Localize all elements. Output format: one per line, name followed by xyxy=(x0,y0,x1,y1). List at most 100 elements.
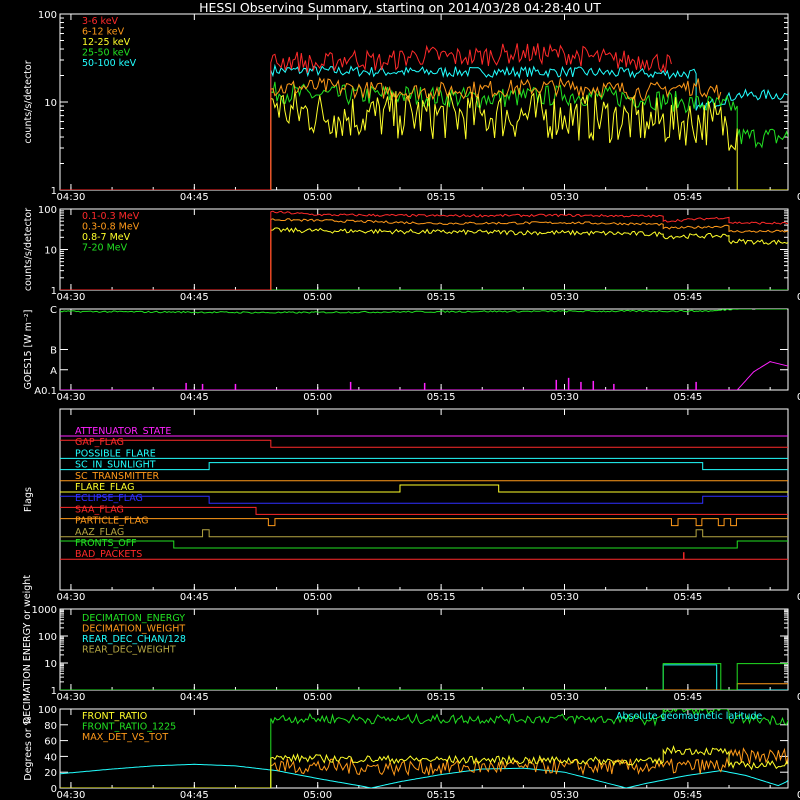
legend-entry: DECIMATION_WEIGHT xyxy=(82,624,185,635)
x-tick-label: 05:00 xyxy=(303,392,332,403)
panel-frame xyxy=(59,408,789,591)
x-tick-label: 05:15 xyxy=(427,592,456,603)
x-tick-label: 05:30 xyxy=(550,392,579,403)
series-line-1 xyxy=(60,709,788,788)
x-tick-label: 04:45 xyxy=(180,790,209,800)
x-tick-label: 05:45 xyxy=(673,592,702,603)
legend-entry: 0.3-0.8 MeV xyxy=(82,222,140,233)
x-tick-label: 05:15 xyxy=(427,292,456,303)
x-tick-label: 04:30 xyxy=(57,592,86,603)
x-tick-label: 06:00 xyxy=(797,292,800,303)
x-tick-label: 05:00 xyxy=(303,292,332,303)
y-tick-label: A xyxy=(50,366,57,377)
y-tick-label: 100 xyxy=(38,632,57,643)
x-tick-label: 05:45 xyxy=(673,192,702,203)
legend-entry: 12-25 keV xyxy=(82,37,131,48)
y-tick-label: 10 xyxy=(44,98,57,109)
x-tick-label: 05:30 xyxy=(550,592,579,603)
series-line-2 xyxy=(60,664,788,690)
x-tick-label: 04:45 xyxy=(180,292,209,303)
flag-line xyxy=(60,439,788,448)
flag-label: ATTENUATOR_STATE xyxy=(75,426,171,437)
flag-label: SC_IN_SUNLIGHT xyxy=(75,460,156,471)
y-tick-label: 100 xyxy=(38,205,57,216)
panel-p2: counts/s/detector 04:30 04:45 05:00 05:15 05:… xyxy=(23,205,800,303)
flag-label: PARTICLE_FLAG xyxy=(75,516,148,527)
x-tick-label: 05:00 xyxy=(303,790,332,800)
y-tick-label: 1 xyxy=(51,686,57,697)
flag-label: SAA_FLAG xyxy=(75,504,124,515)
legend-entry: REAR_DEC_WEIGHT xyxy=(82,645,176,656)
y-tick-label: 40 xyxy=(44,752,57,763)
legend-entry: DECIMATION_ENERGY xyxy=(82,613,185,624)
x-tick-label: 05:30 xyxy=(550,292,579,303)
flag-label: AAZ_FLAG xyxy=(75,527,124,538)
y-tick-label: A0.1 xyxy=(34,386,57,397)
series-group xyxy=(60,663,788,690)
series-group xyxy=(60,709,788,788)
y-tick-label: B xyxy=(50,346,57,357)
x-tick-label: 04:30 xyxy=(57,392,86,403)
x-tick-label: 06:00 xyxy=(797,790,800,800)
legend-entry: Absolute geomagnetic latitude xyxy=(616,711,762,722)
legend-entry: 6-12 keV xyxy=(82,27,125,38)
legend-entry: 3-6 keV xyxy=(82,16,119,27)
series-line-4 xyxy=(60,63,788,190)
series-line-3 xyxy=(60,763,788,788)
flag-label: GAP_FLAG xyxy=(75,437,124,448)
x-tick-label: 05:45 xyxy=(673,790,702,800)
legend-entry: 0.1-0.3 MeV xyxy=(82,211,140,222)
flag-line xyxy=(60,462,788,471)
chart-title: HESSI Observing Summary, starting on 201… xyxy=(199,0,601,15)
y-tick-label: 20 xyxy=(44,768,57,779)
x-tick-label: 04:45 xyxy=(180,592,209,603)
series-line-0 xyxy=(60,663,788,690)
y-tick-label: 100 xyxy=(38,705,57,716)
legend-entry: FRONT_RATIO_1225 xyxy=(82,722,176,733)
y-axis-label: counts/s/detector xyxy=(23,208,34,291)
flag-line xyxy=(60,518,788,527)
x-tick-label: 05:30 xyxy=(550,692,579,703)
x-tick-label: 04:45 xyxy=(180,192,209,203)
series-line-0 xyxy=(60,43,672,190)
x-tick-label: 05:00 xyxy=(303,192,332,203)
legend-entry: REAR_DEC_CHAN/128 xyxy=(82,634,186,645)
flag-line xyxy=(60,506,788,515)
y-axis-label: GOES15 [W m⁻²] xyxy=(23,310,34,390)
y-tick-label: 10 xyxy=(44,246,57,257)
flag-label: POSSIBLE_FLARE xyxy=(75,448,156,459)
series-line-1 xyxy=(60,361,788,390)
flag-label: SC_TRANSMITTER xyxy=(75,471,160,482)
panel-frame xyxy=(59,208,789,291)
x-tick-label: 04:30 xyxy=(57,292,86,303)
y-tick-label: 0 xyxy=(51,784,57,795)
series-line-1 xyxy=(60,76,722,190)
x-tick-label: 06:00 xyxy=(797,592,800,603)
y-axis-label: Flags xyxy=(23,487,34,512)
series-line-2 xyxy=(60,747,788,788)
y-tick-label: 1 xyxy=(51,286,57,297)
legend-entry: 25-50 keV xyxy=(82,48,131,59)
x-tick-label: 05:45 xyxy=(673,392,702,403)
series-group xyxy=(60,309,788,390)
x-tick-label: 05:30 xyxy=(550,192,579,203)
flag-label: BAD_PACKETS xyxy=(75,549,142,560)
y-axis-label: DECIMATION ENERGY or weight xyxy=(22,575,33,724)
series-line-3 xyxy=(60,81,788,190)
x-tick-label: 05:45 xyxy=(673,692,702,703)
series-line-0 xyxy=(60,745,788,788)
series-line-2 xyxy=(60,227,788,290)
panel-p4: Flags 04:30 04:45 05:00 05:15 05:30 05:45 06:00… xyxy=(23,408,800,603)
x-tick-label: 05:45 xyxy=(673,292,702,303)
y-tick-label: 1 xyxy=(51,186,57,197)
series-line-1 xyxy=(60,218,788,290)
panel-p5: DECIMATION ENERGY or weight 04:30 04:45 05:… xyxy=(22,575,800,724)
flag-line xyxy=(60,529,788,538)
flag-label: FRONTS_OFF xyxy=(75,538,137,549)
x-tick-label: 04:30 xyxy=(57,192,86,203)
y-tick-label: 60 xyxy=(44,737,57,748)
x-tick-label: 04:45 xyxy=(180,692,209,703)
flag-line xyxy=(60,484,788,493)
legend-entry: FRONT_RATIO xyxy=(82,711,147,722)
